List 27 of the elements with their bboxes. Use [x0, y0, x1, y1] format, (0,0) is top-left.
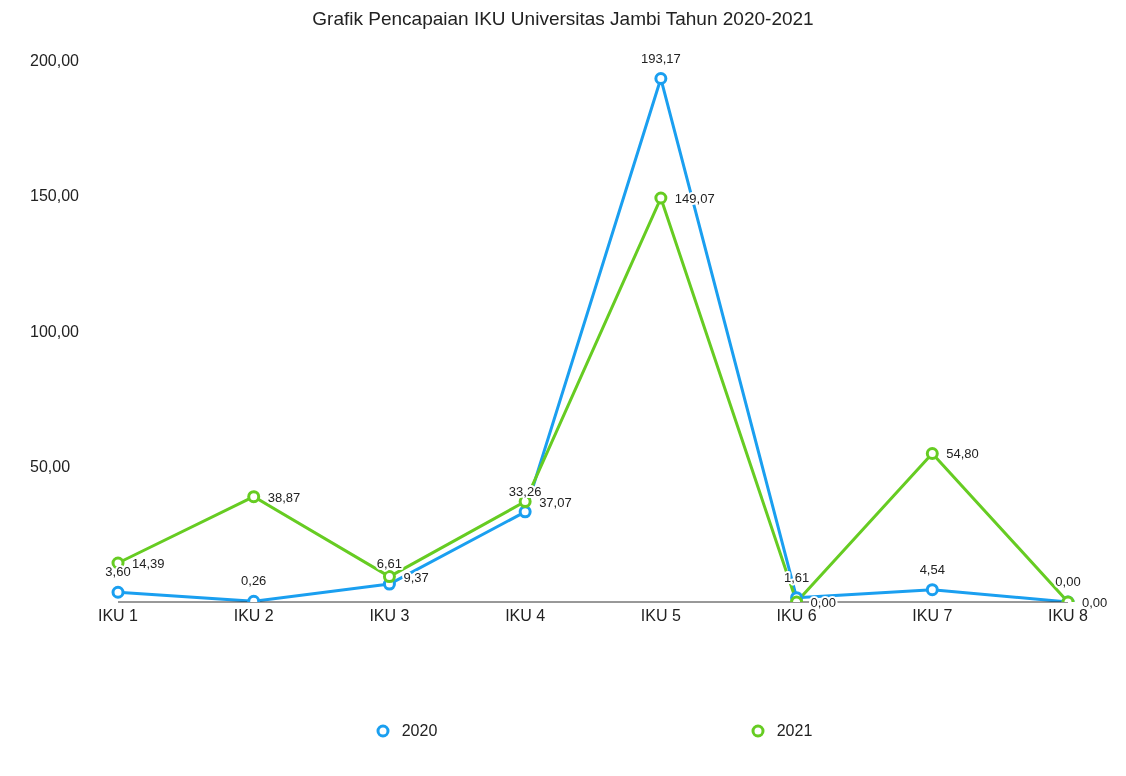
- legend-label: 2021: [775, 722, 813, 740]
- x-tick-label: IKU 7: [912, 607, 953, 625]
- chart-title: Grafik Pencapaian IKU Universitas Jambi Tahun 2020-2021: [311, 8, 815, 30]
- y-tick-label: 100,00: [30, 322, 80, 340]
- x-tick-label: IKU 8: [1047, 607, 1089, 625]
- x-tick-label: IKU 1: [97, 607, 139, 625]
- data-label: 54,80: [946, 446, 979, 462]
- x-tick-label: IKU 3: [369, 607, 410, 625]
- x-tick-label: IKU 4: [505, 607, 546, 625]
- data-label: 4,54: [919, 561, 945, 577]
- x-tick-label: IKU 6: [776, 607, 817, 625]
- data-label: 3,60: [105, 564, 131, 580]
- data-label: 0,00: [1055, 574, 1081, 589]
- x-tick-label: IKU 2: [233, 607, 274, 625]
- legend-label: 2020: [400, 722, 438, 740]
- data-label: 6,61: [376, 556, 403, 572]
- data-label: 0,00: [810, 595, 836, 610]
- data-label: 38,87: [267, 489, 301, 505]
- y-tick-label: 50,00: [30, 458, 71, 476]
- data-label: 0,26: [241, 573, 267, 589]
- y-tick-label: 150,00: [30, 187, 80, 205]
- x-tick-label: IKU 5: [640, 607, 681, 625]
- data-label: 193,17: [640, 50, 681, 66]
- data-label: 9,37: [403, 569, 429, 585]
- data-label: 0,00: [1082, 595, 1108, 610]
- y-tick-label: 200,00: [30, 51, 80, 69]
- data-label: 14,39: [132, 556, 165, 571]
